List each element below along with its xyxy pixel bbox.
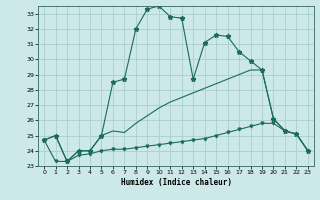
X-axis label: Humidex (Indice chaleur): Humidex (Indice chaleur) — [121, 178, 231, 187]
